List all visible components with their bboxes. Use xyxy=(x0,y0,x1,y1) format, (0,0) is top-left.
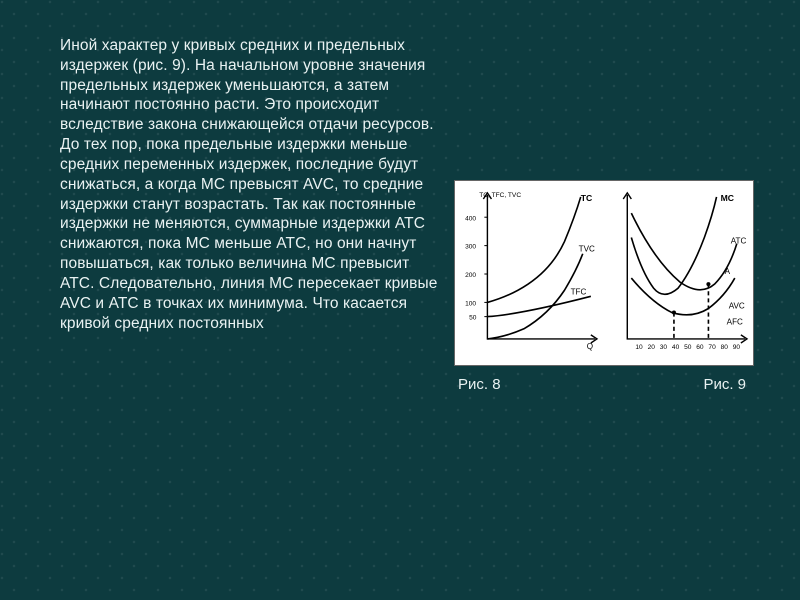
figure-area: 400 300 200 100 50 TC, TFC, TVC TC TFC T… xyxy=(440,36,770,570)
fig9-label-avc: AVC xyxy=(729,302,745,311)
chart-fig8-svg: 400 300 200 100 50 TC, TFC, TVC TC TFC T… xyxy=(459,185,601,361)
chart-pair: 400 300 200 100 50 TC, TFC, TVC TC TFC T… xyxy=(454,180,754,366)
fig8-label-tfc: TFC xyxy=(571,287,587,296)
chart-fig9: 10 20 30 40 50 60 70 80 90 MC ATC xyxy=(607,185,749,361)
fig9-xt-30: 30 xyxy=(660,344,668,351)
fig9-xt-40: 40 xyxy=(672,344,680,351)
slide: Иной характер у кривых средних и предель… xyxy=(0,0,800,600)
fig8-label-tvc: TVC xyxy=(579,245,595,254)
fig8-label-tc: TC xyxy=(581,193,592,203)
fig8-yt-200: 200 xyxy=(465,272,476,279)
fig9-label-atc: ATC xyxy=(731,237,747,246)
fig9-xt-60: 60 xyxy=(696,344,704,351)
fig8-yt-300: 300 xyxy=(465,244,476,251)
fig9-xt-80: 80 xyxy=(721,344,729,351)
fig9-xt-50: 50 xyxy=(684,344,692,351)
fig9-label-a: A xyxy=(725,267,731,276)
fig9-label-mc: MC xyxy=(721,193,734,203)
fig9-label-afc: AFC xyxy=(727,318,743,327)
fig8-yt-400: 400 xyxy=(465,215,476,222)
fig9-xt-20: 20 xyxy=(648,344,656,351)
fig8-yt-100: 100 xyxy=(465,300,476,307)
fig9-xt-10: 10 xyxy=(635,344,643,351)
caption-fig8: Рис. 8 xyxy=(458,376,501,393)
fig8-yt-50: 50 xyxy=(469,315,477,322)
chart-fig8: 400 300 200 100 50 TC, TFC, TVC TC TFC T… xyxy=(459,185,601,361)
caption-row: Рис. 8 Рис. 9 xyxy=(454,376,754,393)
caption-fig9: Рис. 9 xyxy=(703,376,746,393)
fig9-xt-90: 90 xyxy=(733,344,741,351)
fig8-y-header: TC, TFC, TVC xyxy=(479,192,521,199)
chart-fig9-svg: 10 20 30 40 50 60 70 80 90 MC ATC xyxy=(607,185,749,361)
fig9-xt-70: 70 xyxy=(708,344,716,351)
body-text: Иной характер у кривых средних и предель… xyxy=(60,36,440,570)
fig8-x-label: Q xyxy=(587,342,593,351)
